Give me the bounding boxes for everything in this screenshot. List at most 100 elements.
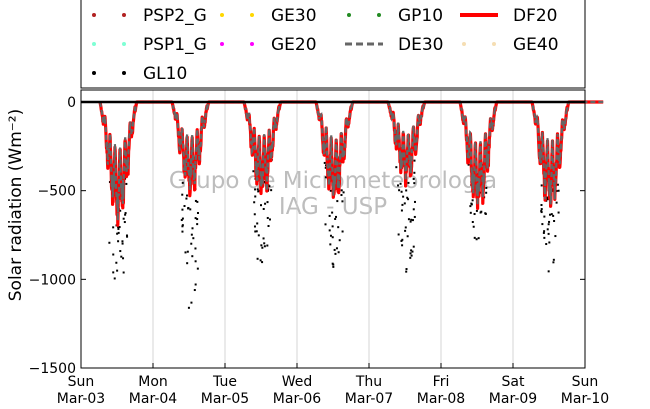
gl10-point: [261, 261, 264, 264]
gl10-point: [409, 256, 412, 259]
x-tick-label-date: Mar-04: [129, 391, 177, 407]
gl10-point: [540, 184, 543, 187]
gl10-point: [340, 189, 343, 192]
gl10-point: [263, 242, 266, 245]
gl10-point: [270, 189, 273, 192]
gl10-point: [469, 211, 472, 214]
gl10-point: [253, 225, 256, 228]
gl10-point: [181, 224, 184, 227]
legend-box: [80, 0, 586, 89]
gl10-point: [117, 231, 120, 234]
legend-label: PSP1_G: [143, 35, 207, 55]
gl10-point: [117, 227, 120, 230]
gl10-point: [331, 236, 334, 239]
gl10-point: [112, 271, 115, 274]
gl10-point: [469, 205, 472, 208]
gl10-point: [253, 213, 256, 216]
x-tick-label-day: Thu: [355, 374, 382, 390]
gl10-point: [553, 220, 556, 223]
gl10-point: [557, 189, 560, 192]
legend-item: PSP1_G: [92, 35, 207, 55]
gl10-point: [264, 202, 267, 205]
gl10-point: [187, 207, 190, 210]
gl10-point: [196, 211, 199, 214]
gl10-point: [475, 209, 478, 212]
gl10-point: [252, 170, 255, 173]
gl10-point: [118, 226, 121, 229]
gl10-point: [194, 199, 197, 202]
gl10-point: [112, 226, 115, 229]
gl10-point: [196, 267, 199, 270]
legend-label: DF20: [513, 6, 558, 26]
gl10-point: [193, 289, 196, 292]
x-tick-label-date: Mar-08: [417, 391, 465, 407]
gl10-point: [337, 251, 340, 254]
y-tick-label: −1500: [29, 361, 76, 377]
gl10-point: [540, 208, 543, 211]
gl10-point: [397, 233, 400, 236]
gl10-point: [401, 244, 404, 247]
gl10-point: [332, 265, 335, 268]
gl10-point: [190, 242, 193, 245]
gl10-point: [329, 189, 332, 192]
gl10-point: [484, 212, 487, 215]
gl10-point: [117, 240, 120, 243]
gl10-point: [471, 221, 474, 224]
legend-marker: [92, 42, 96, 46]
gl10-point: [116, 269, 119, 272]
gl10-point: [113, 277, 116, 280]
gl10-point: [194, 260, 197, 263]
x-tick-label-date: Mar-05: [201, 391, 249, 407]
gl10-point: [412, 245, 415, 248]
gl10-point: [196, 223, 199, 226]
gl10-point: [410, 254, 413, 257]
gl10-point: [121, 240, 124, 243]
gl10-point: [119, 209, 122, 212]
gl10-point: [403, 202, 406, 205]
x-tick-label-day: Tue: [212, 374, 237, 390]
legend-marker: [92, 71, 96, 75]
y-axis: 0 −500 −1000 −1500: [29, 95, 585, 377]
gl10-point: [405, 268, 408, 271]
legend-marker: [122, 42, 126, 46]
gl10-point: [192, 237, 195, 240]
gl10-point: [191, 227, 194, 230]
x-tick-label-day: Fri: [433, 374, 450, 390]
gl10-point: [546, 228, 549, 231]
gl10-point: [471, 199, 474, 202]
series-group: [98, 100, 604, 309]
gl10-point: [401, 238, 404, 241]
gl10-point: [268, 218, 271, 221]
gl10-point: [409, 220, 412, 223]
gl10-point: [117, 226, 120, 229]
gl10-point: [329, 234, 332, 237]
gl10-point: [126, 235, 129, 238]
gl10-point: [411, 219, 414, 222]
gl10-point: [550, 213, 553, 216]
legend-item: GE40: [462, 35, 559, 55]
legend-marker: [92, 13, 96, 17]
legend-marker: [250, 13, 254, 17]
gl10-point: [334, 252, 337, 255]
gl10-point: [124, 213, 127, 216]
gl10-point: [268, 185, 271, 188]
gl10-point: [266, 244, 269, 247]
gl10-point: [181, 225, 184, 228]
gl10-point: [473, 213, 476, 216]
gl10-point: [190, 233, 193, 236]
gl10-point: [120, 255, 123, 258]
x-tick-label-date: Mar-06: [273, 391, 321, 407]
gl10-point: [470, 202, 473, 205]
gl10-point: [477, 237, 480, 240]
legend-item: DE30: [345, 35, 443, 55]
gl10-point: [181, 217, 184, 220]
gl10-point: [266, 201, 269, 204]
gl10-point: [187, 306, 190, 309]
gl10-point: [125, 182, 128, 185]
gl10-point: [548, 241, 551, 244]
legend-marker: [347, 13, 351, 17]
vertical-grid: [152, 90, 514, 368]
gl10-point: [399, 182, 402, 185]
gl10-point: [400, 190, 403, 193]
series-de30-line: [98, 100, 604, 221]
